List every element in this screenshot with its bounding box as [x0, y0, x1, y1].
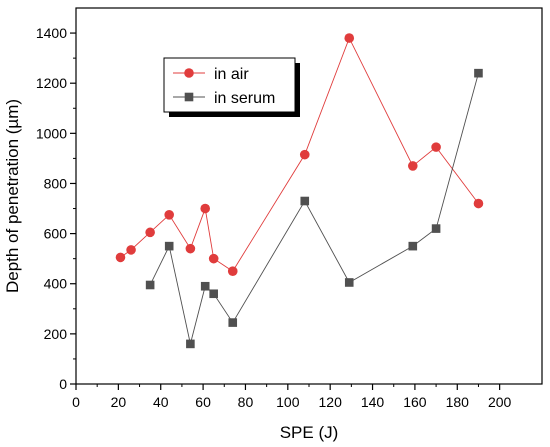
x-tick-label: 80	[238, 394, 254, 410]
y-tick-label: 600	[44, 226, 68, 242]
y-tick-label: 0	[59, 376, 67, 392]
x-tick-label: 160	[403, 394, 427, 410]
x-tick-label: 100	[276, 394, 300, 410]
plot-frame	[75, 7, 543, 385]
x-tick-label: 120	[319, 394, 343, 410]
y-axis-title: Depth of penetration (µm)	[3, 99, 22, 293]
series-markers	[115, 33, 484, 349]
x-tick-label: 20	[111, 394, 127, 410]
legend-marker	[184, 68, 194, 78]
x-tick-label: 40	[153, 394, 169, 410]
data-point	[208, 253, 219, 264]
y-tick-label: 1200	[36, 75, 67, 91]
data-point	[228, 318, 238, 327]
data-point	[227, 266, 238, 277]
data-point	[200, 203, 211, 214]
y-tick-label: 1400	[36, 25, 67, 41]
legend-box	[163, 57, 296, 113]
data-point	[145, 227, 155, 238]
y-tick-label: 200	[44, 326, 68, 342]
legend: in air in serum	[163, 57, 300, 117]
legend-label: in air	[214, 66, 249, 83]
x-tick-label: 0	[72, 394, 80, 410]
data-point	[185, 243, 196, 254]
data-point	[300, 196, 310, 206]
y-tick-label: 400	[44, 276, 68, 292]
data-point	[209, 289, 218, 299]
x-axis-title: SPE (J)	[280, 423, 339, 442]
data-point	[126, 245, 136, 255]
data-point	[200, 281, 210, 291]
tick-labels: 0 20 40 60 80 100 120 140 160 180 200 0 200 400 600 800…	[36, 25, 512, 410]
data-point	[164, 210, 174, 220]
data-point	[431, 142, 441, 152]
data-point	[115, 252, 126, 263]
data-point	[344, 278, 354, 287]
data-point	[164, 241, 174, 251]
y-tick-label: 1000	[36, 125, 67, 141]
data-point	[299, 149, 310, 160]
legend-label: in serum	[214, 90, 275, 107]
x-tick-label: 180	[446, 394, 470, 410]
x-tick-label: 140	[361, 394, 385, 410]
data-point	[344, 33, 355, 43]
data-point	[186, 339, 195, 349]
x-tick-label: 60	[195, 394, 211, 410]
legend-marker	[184, 92, 194, 102]
data-point	[473, 198, 484, 209]
x-tick-label: 200	[488, 394, 512, 410]
y-tick-label: 800	[44, 175, 68, 191]
data-point	[145, 280, 155, 290]
data-point	[408, 241, 418, 251]
data-point	[474, 68, 483, 78]
data-point	[431, 224, 441, 233]
data-point	[407, 161, 418, 171]
